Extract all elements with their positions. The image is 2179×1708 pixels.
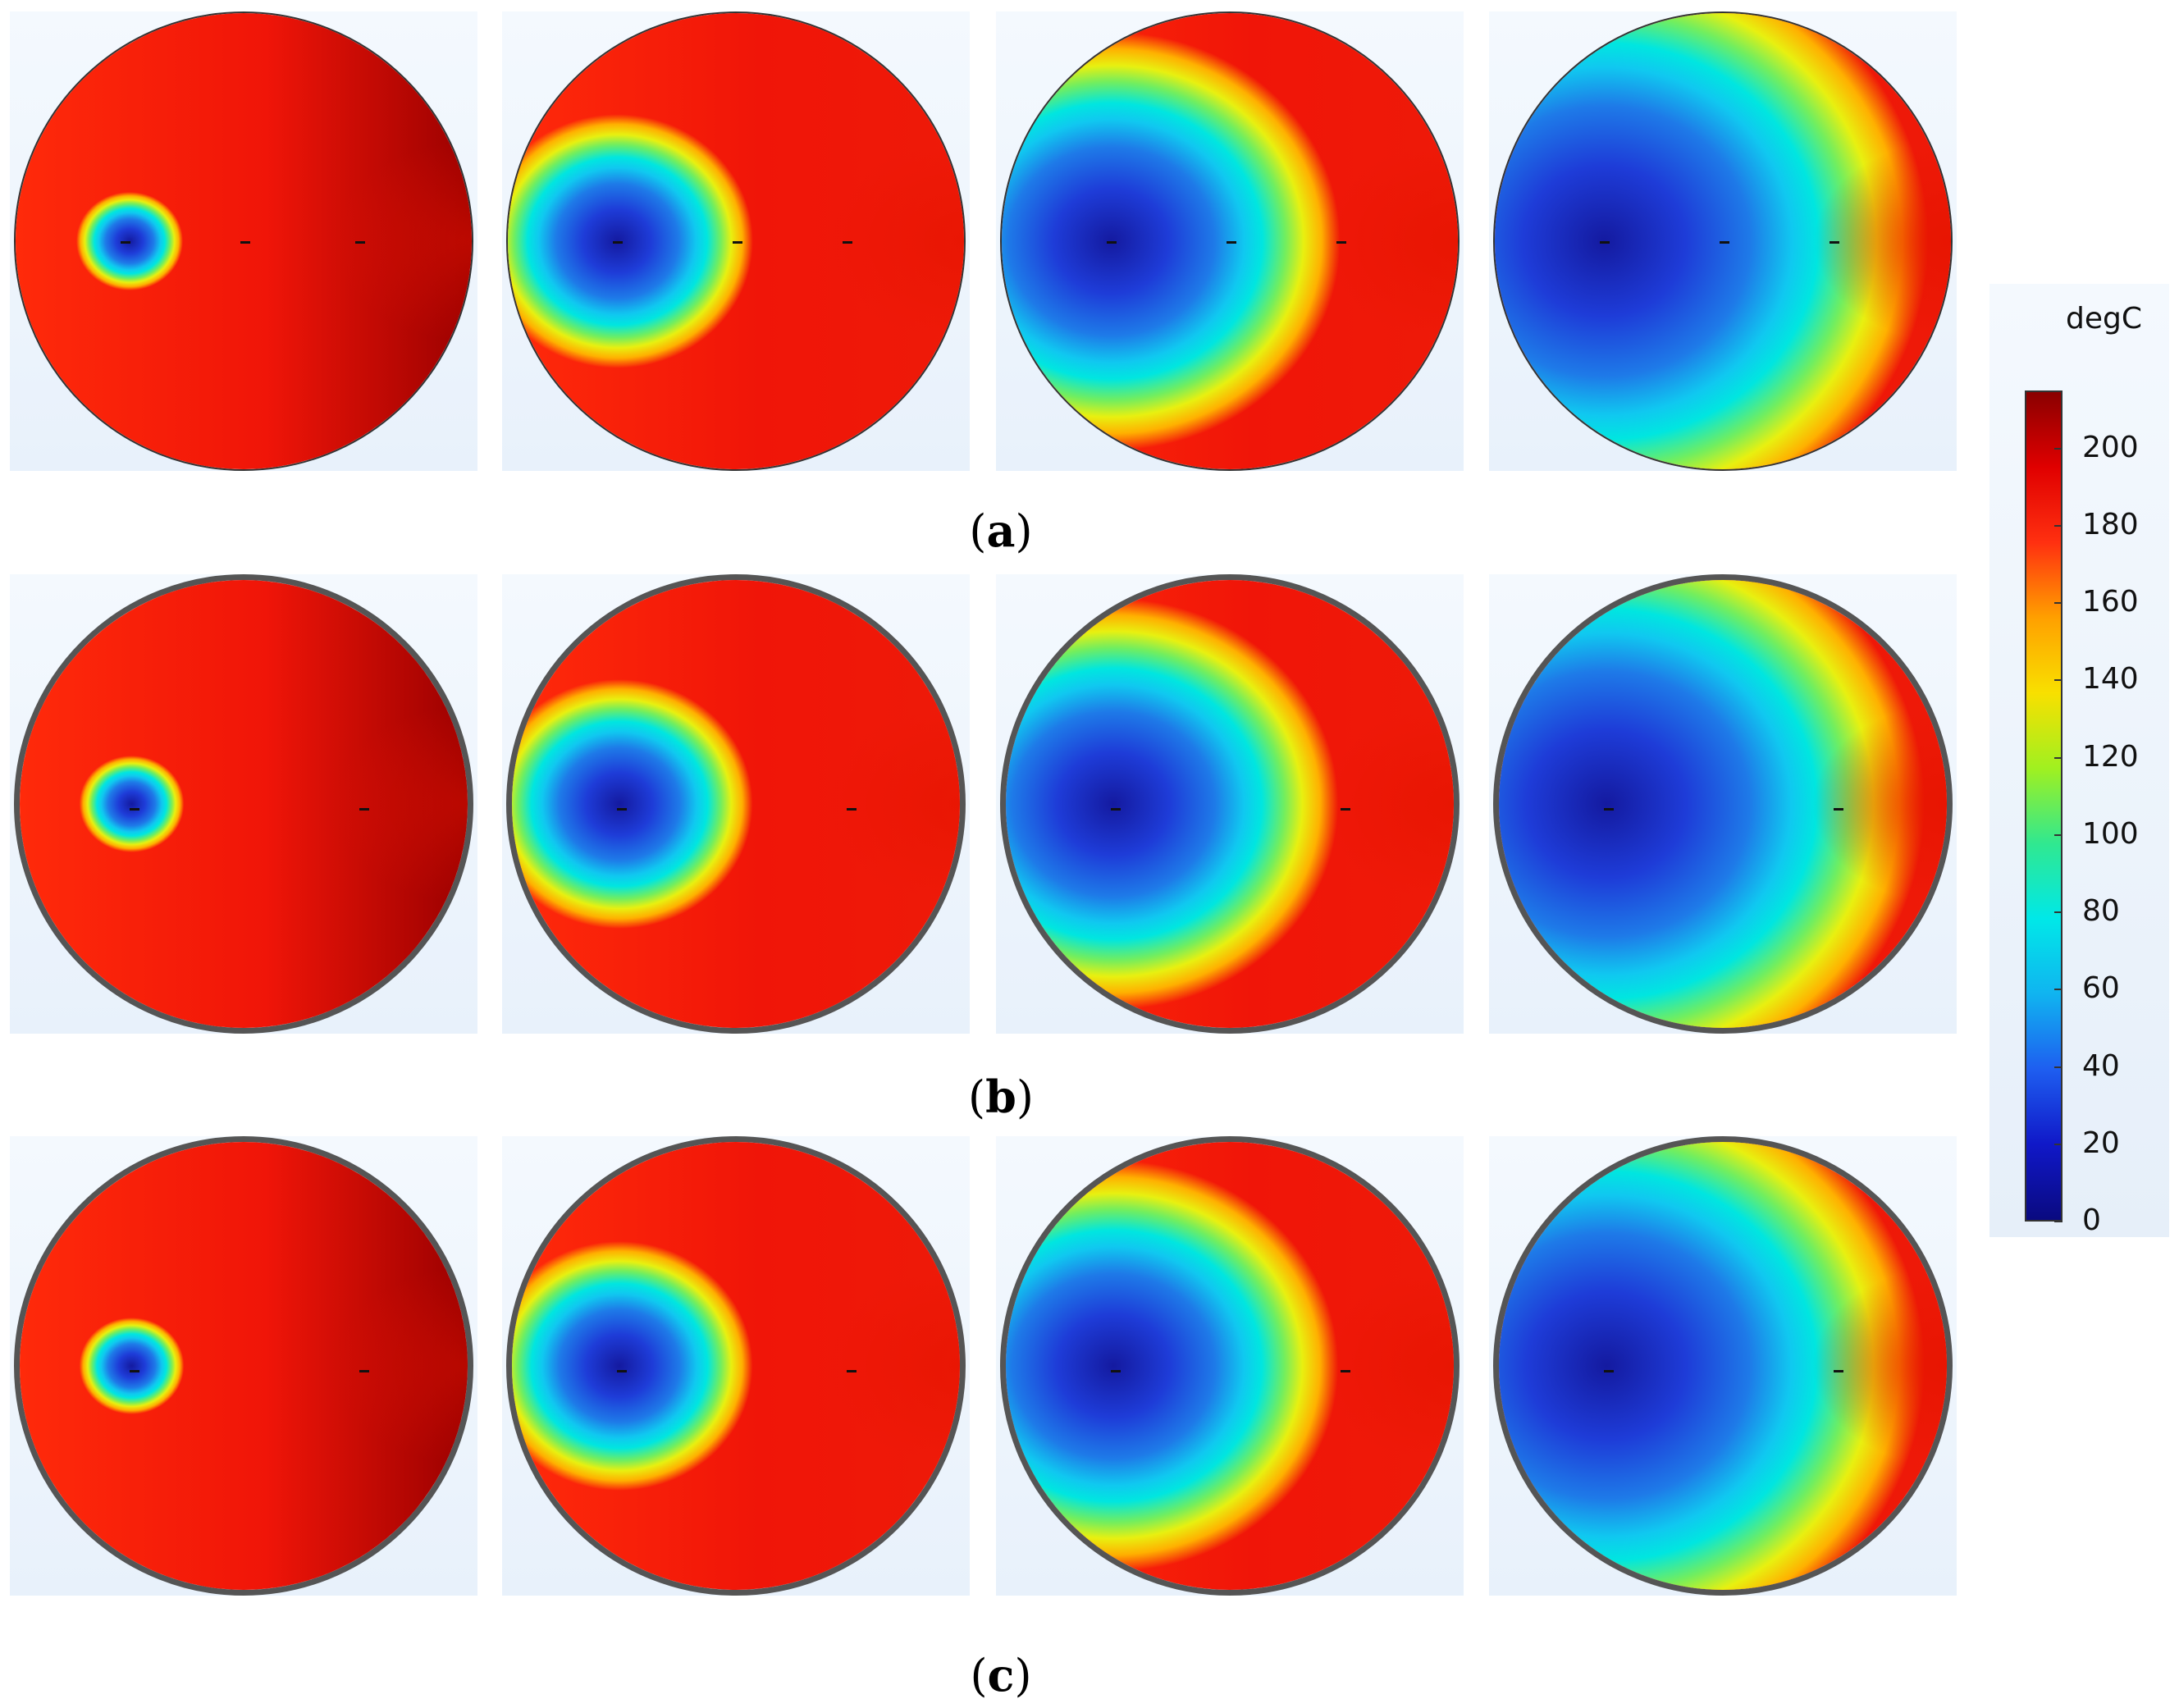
colorbar-tick-mark bbox=[2054, 1221, 2063, 1222]
temperature-map-panel bbox=[502, 1136, 970, 1596]
hot-wedge bbox=[1006, 580, 1454, 1028]
hot-wedge bbox=[1006, 1142, 1454, 1590]
probe-marker bbox=[1107, 241, 1117, 244]
colorbar-unit-label: degC bbox=[2066, 302, 2142, 336]
temperature-disc bbox=[14, 11, 473, 471]
colorbar-tick-mark bbox=[2054, 447, 2063, 450]
probe-marker bbox=[843, 241, 853, 244]
row-label-a: (a) bbox=[969, 505, 1033, 557]
colorbar-tick-label: 60 bbox=[2082, 971, 2120, 1006]
probe-marker bbox=[1834, 1370, 1844, 1372]
hot-wedge bbox=[512, 1142, 960, 1590]
probe-marker bbox=[1720, 241, 1729, 244]
colorbar-tick-label: 20 bbox=[2082, 1126, 2120, 1160]
temperature-map-panel bbox=[502, 574, 970, 1034]
colorbar-tick-label: 200 bbox=[2082, 430, 2139, 464]
temperature-disc bbox=[1493, 574, 1953, 1034]
row-label-c: (c) bbox=[970, 1649, 1032, 1701]
probe-marker bbox=[355, 241, 365, 244]
row-label-b: (b) bbox=[968, 1071, 1034, 1123]
probe-marker bbox=[1834, 808, 1844, 811]
cold-plume bbox=[20, 1142, 468, 1590]
colorbar-tick-label: 120 bbox=[2082, 739, 2139, 774]
colorbar-tick-label: 100 bbox=[2082, 816, 2139, 851]
temperature-map-panel bbox=[10, 574, 477, 1034]
hot-wedge bbox=[512, 580, 960, 1028]
colorbar-tick-label: 140 bbox=[2082, 662, 2139, 696]
colorbar-tick-mark bbox=[2054, 1143, 2063, 1145]
colorbar-tick-mark bbox=[2054, 679, 2063, 682]
hot-wedge bbox=[1499, 1142, 1947, 1590]
temperature-map-panel bbox=[10, 1136, 477, 1596]
probe-marker bbox=[130, 1370, 139, 1372]
hot-wedge bbox=[20, 580, 468, 1028]
temperature-disc bbox=[14, 574, 473, 1034]
probe-marker bbox=[121, 241, 131, 244]
probe-marker bbox=[617, 808, 628, 811]
temperature-map-panel bbox=[502, 11, 970, 471]
hot-wedge bbox=[1499, 580, 1947, 1028]
colorbar-tick-mark bbox=[2054, 1066, 2063, 1068]
probe-marker bbox=[1604, 808, 1615, 811]
colorbar-tick-mark bbox=[2054, 524, 2063, 527]
probe-marker bbox=[1111, 1370, 1121, 1372]
probe-marker bbox=[1227, 241, 1236, 244]
temperature-disc bbox=[506, 11, 966, 471]
temperature-disc bbox=[1000, 574, 1460, 1034]
probe-marker bbox=[1111, 808, 1121, 811]
temperature-disc bbox=[1493, 11, 1953, 471]
cold-plume bbox=[20, 580, 468, 1028]
probe-marker bbox=[613, 241, 624, 244]
temperature-disc bbox=[1000, 11, 1460, 471]
colorbar-tick-label: 180 bbox=[2082, 507, 2139, 541]
colorbar-tick-mark bbox=[2054, 989, 2063, 991]
temperature-map-panel bbox=[1489, 11, 1957, 471]
temperature-map-panel bbox=[10, 11, 477, 471]
colorbar-legend bbox=[1989, 284, 2169, 1237]
probe-marker bbox=[617, 1370, 628, 1372]
colorbar-tick-label: 40 bbox=[2082, 1048, 2120, 1083]
probe-marker bbox=[1830, 241, 1840, 244]
temperature-map-panel bbox=[996, 11, 1464, 471]
temperature-disc bbox=[506, 574, 966, 1034]
temperature-map-panel bbox=[996, 574, 1464, 1034]
temperature-disc bbox=[1000, 1136, 1460, 1596]
colorbar-tick-mark bbox=[2054, 602, 2063, 605]
probe-marker bbox=[1341, 808, 1351, 811]
colorbar-tick-mark bbox=[2054, 911, 2063, 914]
temperature-map-panel bbox=[996, 1136, 1464, 1596]
hot-wedge bbox=[20, 1142, 468, 1590]
probe-marker bbox=[130, 808, 139, 811]
colorbar-tick-label: 80 bbox=[2082, 894, 2120, 929]
temperature-map-panel bbox=[1489, 574, 1957, 1034]
probe-marker bbox=[240, 241, 250, 244]
temperature-disc bbox=[506, 1136, 966, 1596]
temperature-map-panel bbox=[1489, 1136, 1957, 1596]
temperature-disc bbox=[14, 1136, 473, 1596]
colorbar-tick-mark bbox=[2054, 833, 2063, 836]
probe-marker bbox=[1600, 241, 1610, 244]
probe-marker bbox=[733, 241, 742, 244]
probe-marker bbox=[359, 808, 369, 811]
probe-marker bbox=[1341, 1370, 1351, 1372]
probe-marker bbox=[359, 1370, 369, 1372]
temperature-disc bbox=[1493, 1136, 1953, 1596]
colorbar-tick-mark bbox=[2054, 756, 2063, 759]
colorbar-gradient bbox=[2025, 390, 2063, 1222]
colorbar-tick-label: 160 bbox=[2082, 585, 2139, 619]
colorbar-tick-label: 0 bbox=[2082, 1203, 2101, 1237]
probe-marker bbox=[1336, 241, 1347, 244]
probe-marker bbox=[847, 808, 857, 811]
probe-marker bbox=[847, 1370, 857, 1372]
probe-marker bbox=[1604, 1370, 1615, 1372]
